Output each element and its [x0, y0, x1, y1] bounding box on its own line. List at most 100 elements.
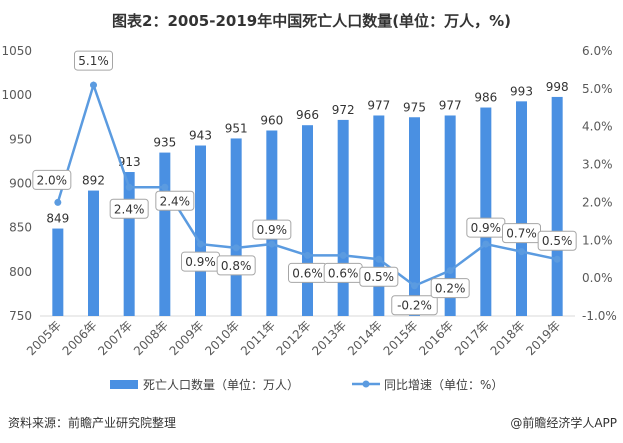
x-tick-label: 2013年 — [309, 318, 349, 358]
bar-data-label: 935 — [153, 136, 176, 150]
x-tick-label: 2015年 — [381, 318, 421, 358]
bar — [444, 115, 456, 316]
x-tick-label: 2017年 — [452, 318, 492, 358]
growth-data-label: 2.4% — [114, 202, 145, 216]
x-tick-label: 2011年 — [238, 318, 278, 358]
left-tick-label: 800 — [9, 265, 32, 279]
growth-label-box — [109, 198, 149, 219]
bar-data-label: 993 — [510, 84, 533, 98]
growth-data-label: 0.8% — [221, 259, 252, 273]
growth-data-label: 0.9% — [471, 221, 502, 235]
growth-label-box — [537, 230, 577, 251]
bar — [373, 115, 385, 316]
growth-data-label: 5.1% — [78, 54, 109, 68]
source-note: 资料来源：前瞻产业研究院整理 — [8, 416, 177, 430]
growth-point — [161, 183, 169, 191]
x-tick-label: 2005年 — [24, 318, 64, 358]
right-tick-label: 0.0% — [582, 271, 613, 285]
bar — [516, 101, 527, 316]
growth-data-label: 2.0% — [37, 173, 68, 187]
right-tick-label: 6.0% — [582, 44, 613, 58]
bar-data-label: 892 — [82, 174, 105, 188]
growth-point — [339, 251, 347, 259]
growth-data-label: 0.6% — [328, 266, 359, 280]
bar-data-label: 943 — [189, 129, 212, 143]
bar-data-label: 960 — [260, 114, 283, 128]
growth-point — [125, 183, 133, 191]
growth-data-label: 0.5% — [364, 270, 395, 284]
bar — [337, 119, 349, 317]
growth-data-label: 0.9% — [257, 223, 288, 237]
credit-note: @前瞻经济学人APP — [510, 416, 617, 430]
growth-label-box — [359, 266, 399, 287]
right-tick-label: 2.0% — [582, 195, 613, 209]
x-tick-label: 2019年 — [523, 318, 563, 358]
chart-title: 图表2：2005-2019年中国死亡人口数量(单位：万人，%) — [112, 12, 511, 30]
bar-data-label: 977 — [367, 98, 390, 112]
x-tick-label: 2010年 — [202, 318, 242, 358]
right-tick-label: -1.0% — [582, 309, 617, 323]
growth-label-box — [391, 295, 438, 316]
x-tick-label: 2016年 — [416, 318, 456, 358]
bar-data-label: 849 — [46, 212, 69, 226]
growth-point — [518, 248, 525, 256]
growth-point — [197, 240, 204, 248]
growth-point — [304, 251, 311, 259]
growth-point — [553, 255, 561, 263]
growth-point — [482, 240, 490, 248]
growth-label-box — [252, 219, 292, 240]
left-tick-label: 1000 — [1, 88, 32, 102]
x-tick-label: 2009年 — [167, 318, 207, 358]
growth-data-label: 0.2% — [435, 282, 466, 296]
x-tick-label: 2018年 — [488, 318, 528, 358]
bar-data-label: 977 — [439, 98, 462, 112]
growth-point — [446, 267, 454, 275]
bar-data-label: 966 — [296, 108, 319, 122]
right-tick-label: 4.0% — [582, 120, 613, 134]
right-tick-label: 3.0% — [582, 158, 613, 172]
growth-data-label: 0.5% — [542, 234, 573, 248]
growth-data-label: 0.6% — [292, 266, 323, 280]
bar-data-label: 998 — [546, 80, 569, 94]
x-tick-label: 2007年 — [95, 318, 135, 358]
left-tick-label: 900 — [9, 177, 32, 191]
bar — [409, 117, 420, 316]
growth-label-box — [216, 255, 256, 276]
growth-point — [90, 81, 97, 89]
bar — [52, 228, 64, 316]
growth-point — [375, 255, 383, 263]
left-tick-label: 750 — [9, 309, 32, 323]
left-tick-label: 1050 — [1, 44, 32, 58]
bar-data-label: 913 — [118, 155, 141, 169]
right-tick-label: 5.0% — [582, 82, 613, 96]
bar — [88, 190, 99, 316]
bar — [230, 138, 242, 316]
growth-label-box — [32, 169, 72, 190]
bar-data-label: 986 — [474, 91, 497, 105]
right-tick-label: 1.0% — [582, 233, 613, 247]
bar-data-label: 951 — [225, 121, 248, 135]
legend-line-marker — [362, 380, 370, 388]
left-tick-label: 850 — [9, 221, 32, 235]
bar-data-label: 972 — [332, 103, 355, 117]
growth-label-box — [155, 190, 195, 211]
x-tick-label: 2008年 — [131, 318, 171, 358]
bar — [551, 96, 563, 316]
bar — [159, 152, 171, 316]
legend-line-label: 同比增速（单位：%） — [384, 377, 503, 392]
growth-point — [54, 198, 62, 206]
growth-data-label: 2.4% — [160, 194, 191, 208]
growth-data-label: 0.9% — [185, 255, 216, 269]
growth-point — [411, 282, 418, 290]
bar — [302, 125, 313, 316]
left-tick-label: 950 — [9, 132, 32, 146]
growth-data-label: -0.2% — [397, 299, 432, 313]
bar — [195, 145, 206, 316]
legend-bar-swatch — [110, 380, 138, 389]
growth-label-box — [430, 278, 470, 299]
growth-label-box — [74, 50, 113, 71]
x-tick-label: 2006年 — [60, 318, 100, 358]
bar-data-label: 975 — [403, 100, 426, 114]
x-tick-label: 2014年 — [345, 318, 385, 358]
